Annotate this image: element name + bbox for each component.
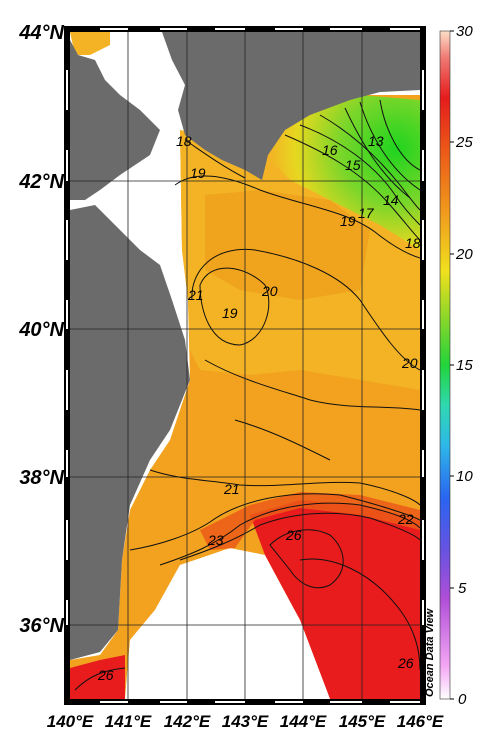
contour-label: 20: [261, 283, 278, 299]
longitude-labels: 140°E 141°E 142°E 143°E 144°E 145°E 146°…: [47, 712, 444, 731]
colorbar-gradient: [439, 30, 451, 700]
lat-label: 36°N: [19, 615, 64, 637]
lat-label: 42°N: [18, 171, 64, 193]
lon-label: 143°E: [222, 712, 269, 731]
contour-label: 26: [97, 667, 114, 683]
no-data-area-south: [125, 552, 330, 699]
colorbar-tick-label: 25: [455, 134, 473, 151]
lon-label: 141°E: [105, 712, 152, 731]
lon-label: 140°E: [47, 712, 94, 731]
contour-lines: [74, 99, 420, 691]
latitude-labels: 44°N 42°N 40°N 38°N 36°N: [18, 22, 64, 637]
contour-label: 17: [358, 205, 375, 221]
ocean-red-region: [250, 500, 420, 699]
ocean-red-southwest: [70, 655, 125, 699]
ocean-yellow-northwest: [70, 32, 110, 55]
colorbar-tick-label: 10: [456, 468, 473, 485]
ocean-green-region: [262, 95, 420, 250]
colorbar-tick-label: 15: [456, 357, 473, 374]
contour-label: 23: [207, 532, 224, 548]
lon-label: 142°E: [164, 712, 211, 731]
map-area: 13 14 15 16 17 18 19 19 20 20 19 21 21 2…: [70, 32, 421, 699]
contour-label: 26: [285, 527, 302, 543]
contour-label: 21: [187, 287, 204, 303]
contour-label: 20: [401, 355, 418, 371]
contour-label: 15: [345, 157, 361, 173]
colorbar-tick-label: 30: [456, 23, 473, 40]
colorbar-tick-label: 20: [455, 246, 473, 263]
land-oshima-peninsula: [70, 40, 160, 200]
ocean-data-view-watermark: Ocean Data View: [424, 607, 436, 697]
lat-label: 44°N: [18, 22, 64, 44]
contour-label: 21: [223, 481, 240, 497]
lon-label: 145°E: [339, 712, 386, 731]
land-hokkaido: [162, 32, 420, 180]
contour-label: 18: [176, 133, 192, 149]
lat-label: 40°N: [18, 319, 64, 341]
contour-label: 18: [405, 235, 421, 251]
contour-label: 13: [368, 133, 384, 149]
graticule: [70, 32, 420, 699]
contour-label: 19: [190, 165, 206, 181]
contour-label: 22: [397, 511, 414, 527]
colorbar-tick-label: 5: [458, 580, 467, 597]
lat-label: 38°N: [19, 467, 64, 489]
colorbar: 30 25 20 15 10 5 0: [439, 23, 473, 708]
colorbar-tick-label: 0: [458, 691, 467, 708]
contour-label: 26: [397, 655, 414, 671]
contour-label: 14: [383, 192, 399, 208]
land-honshu: [70, 205, 190, 660]
lon-label: 146°E: [397, 712, 444, 731]
contour-label: 19: [340, 213, 356, 229]
contour-label: 16: [322, 142, 338, 158]
map-frame-ticks: [66, 28, 424, 703]
contour-label: 19: [222, 305, 238, 321]
lon-label: 144°E: [280, 712, 327, 731]
